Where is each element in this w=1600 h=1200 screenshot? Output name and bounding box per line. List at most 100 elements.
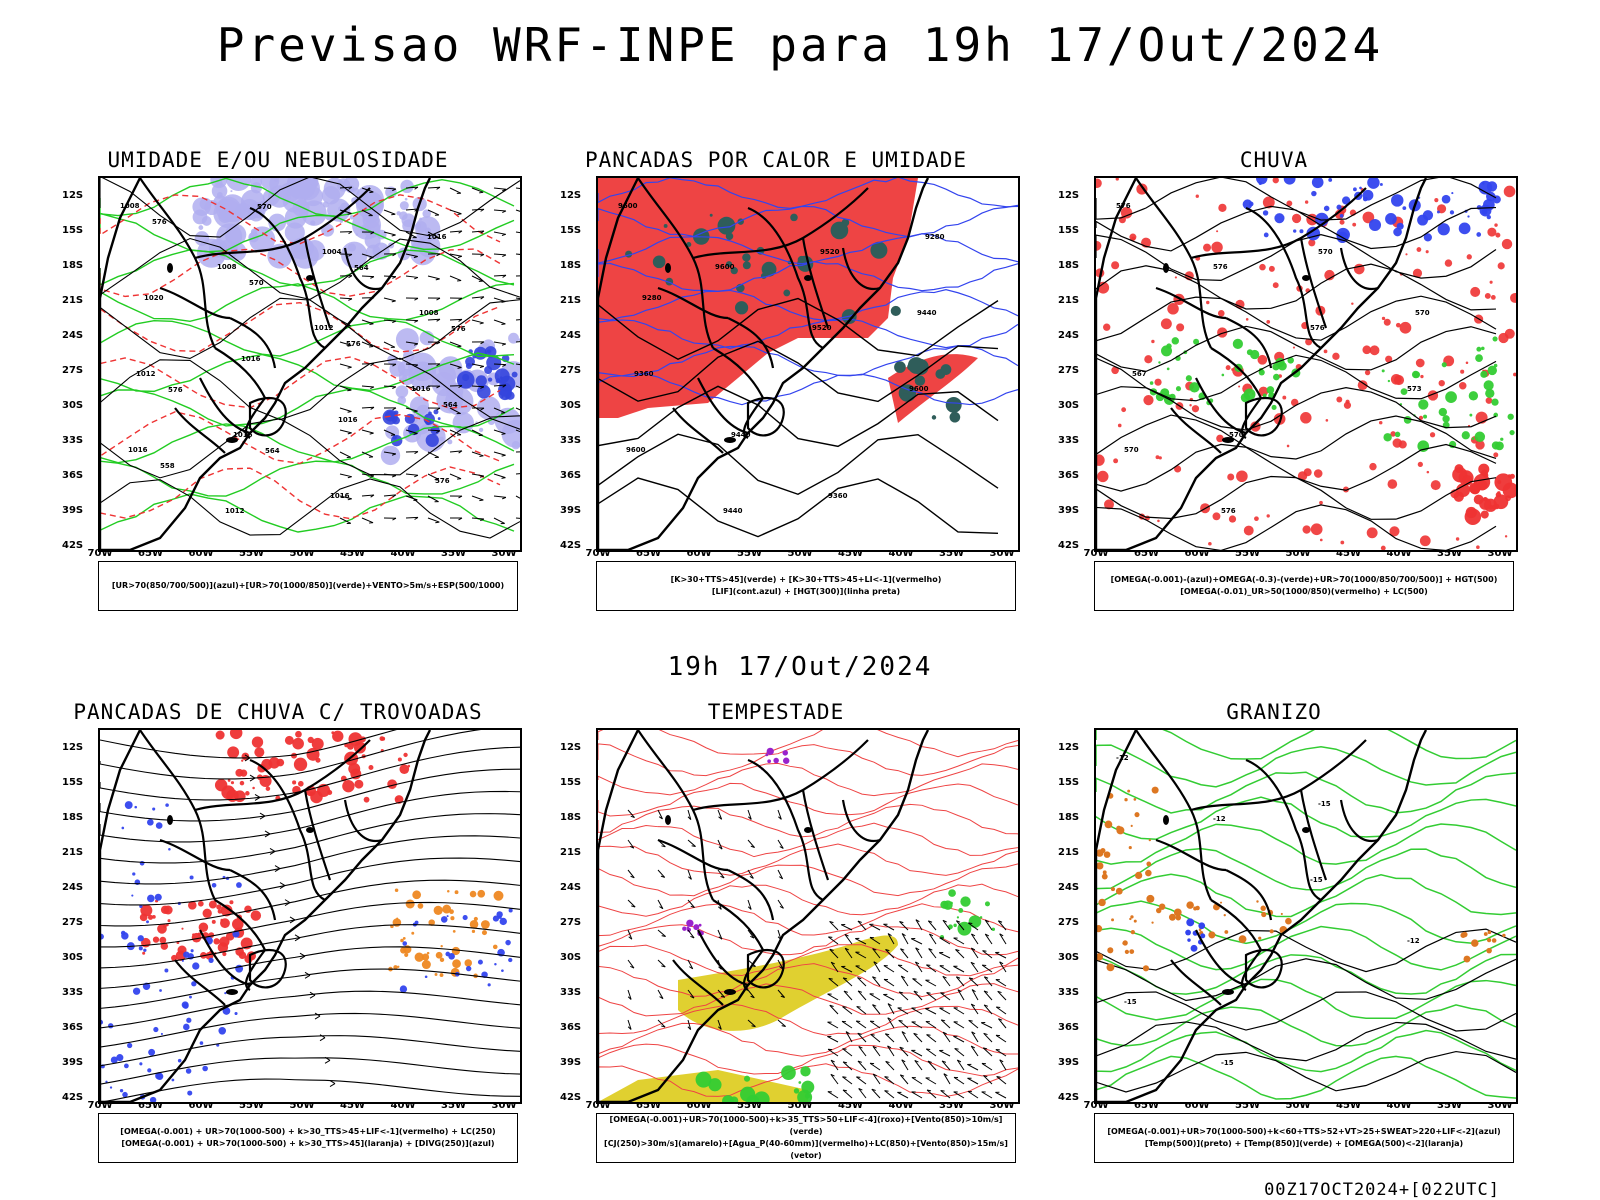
lon-tick-label: 35W: [441, 1100, 466, 1111]
lat-tick-label: 30S: [560, 400, 582, 411]
lat-tick-label: 33S: [560, 987, 582, 998]
contour-label: 9600: [909, 385, 929, 393]
legend-line: [CJ(250)>30m/s](amarelo)+[Agua_P(40-60mm…: [604, 1139, 1008, 1160]
lat-tick-label: 27S: [560, 917, 582, 928]
lat-tick-label: 30S: [62, 952, 84, 963]
panel-granizo: GRANIZO 12S 15S 18S 21S 24S 27S 30S 33S 36S 39S 42S…: [1044, 700, 1518, 1190]
forecast-map: [98, 728, 522, 1104]
lat-tick-label: 39S: [560, 505, 582, 516]
lon-tick-label: 60W: [1184, 548, 1210, 559]
lat-tick-label: 39S: [62, 505, 84, 516]
lat-tick-label: 24S: [62, 330, 84, 341]
contour-label: 1020: [144, 294, 164, 302]
lon-tick-label: 35W: [939, 1100, 964, 1111]
lat-tick-label: 24S: [1058, 330, 1080, 341]
lon-tick-label: 60W: [686, 1100, 712, 1111]
lon-tick-label: 40W: [1386, 1100, 1412, 1111]
lon-tick-label: 55W: [239, 1100, 264, 1111]
lat-tick-label: 15S: [62, 225, 84, 236]
lon-tick-label: 45W: [838, 1100, 863, 1111]
panel-title: GRANIZO: [1226, 700, 1322, 724]
lon-tick-label: 30W: [989, 1100, 1015, 1111]
lat-tick-label: 30S: [560, 952, 582, 963]
panel-title: TEMPESTADE: [707, 700, 845, 724]
lat-tick-label: 21S: [560, 295, 582, 306]
lat-tick-label: 12S: [1058, 742, 1080, 753]
contour-label: 9360: [828, 492, 848, 500]
contour-label: -15: [1318, 800, 1331, 808]
panel-umidade: UMIDADE E/OU NEBULOSIDADE 12S 15S 18S 21S 24S…: [48, 148, 522, 638]
contour-label: 564: [265, 447, 280, 455]
lat-tick-label: 18S: [62, 812, 84, 823]
lon-tick-label: 60W: [188, 1100, 214, 1111]
contour-label: 576: [1213, 263, 1228, 271]
contour-label: 9440: [723, 507, 743, 515]
lat-tick-label: 24S: [1058, 882, 1080, 893]
lon-tick-label: 40W: [390, 1100, 416, 1111]
legend-line: [Temp(500)](preto) + [Temp(850)](verde) …: [1144, 1139, 1464, 1148]
lat-tick-label: 36S: [560, 1022, 582, 1033]
forecast-map: [596, 728, 1020, 1104]
lat-tick-label: 42S: [1058, 1092, 1080, 1103]
contour-label: 573: [1407, 385, 1422, 393]
contour-label: 576: [346, 340, 361, 348]
lon-tick-label: 60W: [686, 548, 712, 559]
lon-tick-label: 50W: [1285, 1100, 1311, 1111]
lat-tick-label: 18S: [560, 260, 582, 271]
map-graphic: 576 576 576 573 570 576 570 570 567 570: [1096, 178, 1516, 550]
contour-label: 564: [443, 401, 458, 409]
contour-label: 9280: [642, 294, 662, 302]
lon-tick-label: 70W: [87, 548, 113, 559]
forecast-map: 9600 9600 9520 9600 9600 9440 9520 9440 9360 9440…: [596, 176, 1020, 552]
lon-tick-label: 55W: [1235, 1100, 1260, 1111]
contour-label: 9600: [715, 263, 735, 271]
contour-label: 9360: [634, 370, 654, 378]
panel-pancadas-trovoadas: PANCADAS DE CHUVA C/ TROVOADAS 12S 15S 18S 2…: [48, 700, 522, 1190]
contour-label: 570: [1415, 309, 1430, 317]
forecast-map: 576 576 576 573 570 576 570 570 567 570: [1094, 176, 1518, 552]
contour-label: 570: [257, 203, 272, 211]
lon-tick-label: 65W: [1134, 1100, 1159, 1111]
contour-label: 1016: [427, 233, 447, 241]
forecast-map: 1008 1008 1012 1016 1016 1012 1004 1008 1012 1016…: [98, 176, 522, 552]
panel-legend: [OMEGA(-0.001) + UR>70(1000-500) + k>30_…: [98, 1113, 518, 1163]
lat-tick-label: 18S: [1058, 812, 1080, 823]
panel-title: PANCADAS DE CHUVA C/ TROVOADAS: [73, 700, 483, 724]
lat-tick-label: 12S: [62, 742, 84, 753]
legend-line: [K>30+TTS>45](verde) + [K>30+TTS>45+LI<-…: [670, 575, 942, 584]
panel-legend: [K>30+TTS>45](verde) + [K>30+TTS>45+LI<-…: [596, 561, 1016, 611]
lon-tick-label: 45W: [340, 548, 365, 559]
contour-label: 1008: [120, 202, 140, 210]
contour-label: 570: [1229, 431, 1244, 439]
panel-title: UMIDADE E/OU NEBULOSIDADE: [107, 148, 449, 172]
lat-tick-label: 33S: [560, 435, 582, 446]
lat-tick-label: 24S: [560, 330, 582, 341]
contour-label: 576: [435, 477, 450, 485]
footer-timestamp: 00Z17OCT2024+[022UTC]: [1264, 1180, 1500, 1200]
lat-tick-label: 27S: [62, 917, 84, 928]
lat-tick-label: 27S: [1058, 917, 1080, 928]
lon-tick-label: 55W: [239, 548, 264, 559]
lat-tick-label: 21S: [62, 295, 84, 306]
lat-tick-label: 18S: [560, 812, 582, 823]
main-title: Previsao WRF-INPE para 19h 17/Out/2024: [216, 18, 1384, 72]
lon-tick-label: 50W: [787, 548, 813, 559]
lon-tick-label: 55W: [737, 548, 762, 559]
lon-tick-label: 30W: [989, 548, 1015, 559]
lat-tick-label: 12S: [62, 190, 84, 201]
lon-tick-label: 40W: [888, 548, 914, 559]
map-graphic: [598, 730, 1018, 1102]
legend-line: [LIF](cont.azul) + [HGT(300)](linha pret…: [711, 587, 901, 596]
contour-label: 9520: [820, 248, 840, 256]
panel-title: CHUVA: [1239, 148, 1309, 172]
contour-label: -15: [1310, 876, 1323, 884]
contour-label: 9520: [812, 324, 832, 332]
panel-legend: [OMEGA(-0.001)-(azul)+OMEGA(-0.3)-(verde…: [1094, 561, 1514, 611]
contour-label: -15: [1221, 1059, 1234, 1067]
lon-tick-label: 45W: [1336, 548, 1361, 559]
legend-line: [OMEGA(-0.001)-(azul)+OMEGA(-0.3)-(verde…: [1110, 575, 1498, 584]
contour-label: -12: [1116, 754, 1129, 762]
map-graphic: [100, 730, 520, 1102]
legend-line: [OMEGA(-0.001) + UR>70(1000-500) + k>30_…: [120, 1127, 496, 1136]
